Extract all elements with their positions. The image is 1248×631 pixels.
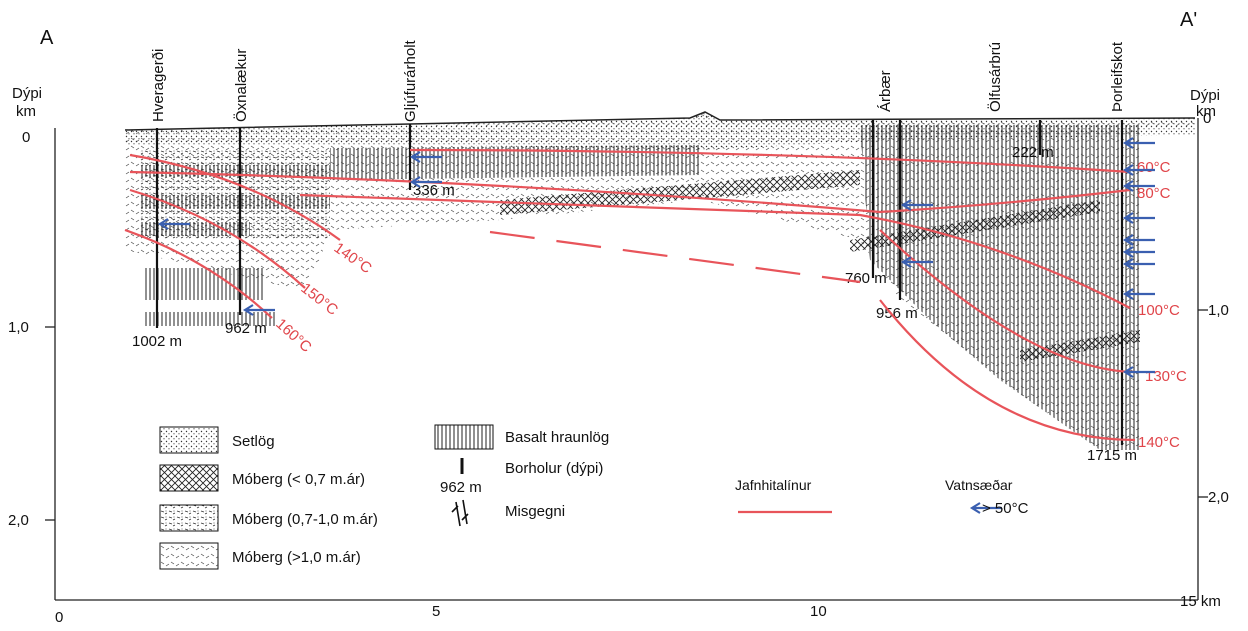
well-name: Öxnalækur bbox=[232, 49, 250, 122]
axis-title: km bbox=[16, 103, 36, 120]
well-name: Þorleifskot bbox=[1109, 41, 1126, 112]
well-name: Ölfusárbrú bbox=[986, 42, 1004, 112]
legend-swatch bbox=[160, 505, 218, 531]
isotherm-label: 140°C bbox=[331, 239, 375, 277]
well-name: Hveragerði bbox=[150, 49, 167, 122]
tick-label: 0 bbox=[55, 609, 63, 626]
legend-label: Jafnhitalínur bbox=[735, 477, 812, 493]
depth-label: 760 m bbox=[845, 270, 887, 287]
basalt-layer bbox=[140, 195, 330, 209]
legend-label: Vatnsæðar bbox=[945, 477, 1013, 493]
legend-swatch bbox=[160, 543, 218, 569]
isotherm-label: 140°C bbox=[1138, 434, 1180, 451]
depth-label: 222 m bbox=[1012, 144, 1054, 161]
tick-label: 10 bbox=[810, 603, 827, 620]
tick-label: 2,0 bbox=[1208, 489, 1229, 506]
legend-swatch bbox=[435, 425, 493, 449]
basalt-body bbox=[860, 125, 1140, 450]
isotherm-label: 130°C bbox=[1145, 368, 1187, 385]
depth-label: 962 m bbox=[225, 320, 267, 337]
legend-label: Borholur (dýpi) bbox=[505, 460, 603, 477]
legend-fault bbox=[452, 500, 468, 526]
legend: Setlög Móberg (< 0,7 m.ár) Móberg (0,7-1… bbox=[160, 425, 1029, 569]
isotherm-inferred bbox=[490, 232, 860, 282]
tick-label: 1,0 bbox=[8, 319, 29, 336]
section-end: A' bbox=[1180, 9, 1197, 31]
depth-label: 336 m bbox=[413, 182, 455, 199]
page: Geological cross-section {"section": {"s… bbox=[0, 0, 1248, 631]
tick-label: 0 bbox=[22, 129, 30, 146]
isotherm-label: 60°C bbox=[1137, 159, 1171, 176]
legend-label: Basalt hraunlög bbox=[505, 429, 609, 446]
axis-title: Dýpi bbox=[12, 85, 42, 102]
tick-label: 2,0 bbox=[8, 512, 29, 529]
geology bbox=[125, 112, 1195, 450]
isotherm-label: 150°C bbox=[298, 280, 342, 319]
legend-label: Misgegni bbox=[505, 503, 565, 520]
isotherm-label: 100°C bbox=[1138, 302, 1180, 319]
well-name: Árbær bbox=[877, 70, 894, 112]
axis-title: Dýpi bbox=[1190, 87, 1220, 104]
section-start: A bbox=[40, 27, 54, 49]
tick-label: 15 km bbox=[1180, 593, 1221, 610]
tick-label: 1,0 bbox=[1208, 302, 1229, 319]
body: A A' Dýpi km 0 1,0 2,0 Dýpi km 0 1,0 2,0… bbox=[0, 0, 1248, 631]
depth-label: 1715 m bbox=[1087, 447, 1137, 464]
legend-swatch bbox=[160, 427, 218, 453]
depth-label: 1002 m bbox=[132, 333, 182, 350]
tick-label: 5 bbox=[432, 603, 440, 620]
legend-label: 962 m bbox=[440, 479, 482, 496]
well-name: Gljúfurárholt bbox=[402, 39, 419, 122]
cross-section: A A' Dýpi km 0 1,0 2,0 Dýpi km 0 1,0 2,0… bbox=[0, 0, 1248, 631]
legend-label: Móberg (0,7-1,0 m.ár) bbox=[232, 511, 378, 528]
legend-label: Móberg (>1,0 m.ár) bbox=[232, 549, 361, 566]
tick-label: 0 bbox=[1203, 110, 1211, 127]
legend-swatch bbox=[160, 465, 218, 491]
isotherm-label: 160°C bbox=[272, 315, 315, 356]
isotherm-label: 80°C bbox=[1137, 185, 1171, 202]
legend-label: Móberg (< 0,7 m.ár) bbox=[232, 471, 365, 488]
legend-label: Setlög bbox=[232, 433, 275, 450]
legend-label: > 50°C bbox=[982, 500, 1029, 517]
